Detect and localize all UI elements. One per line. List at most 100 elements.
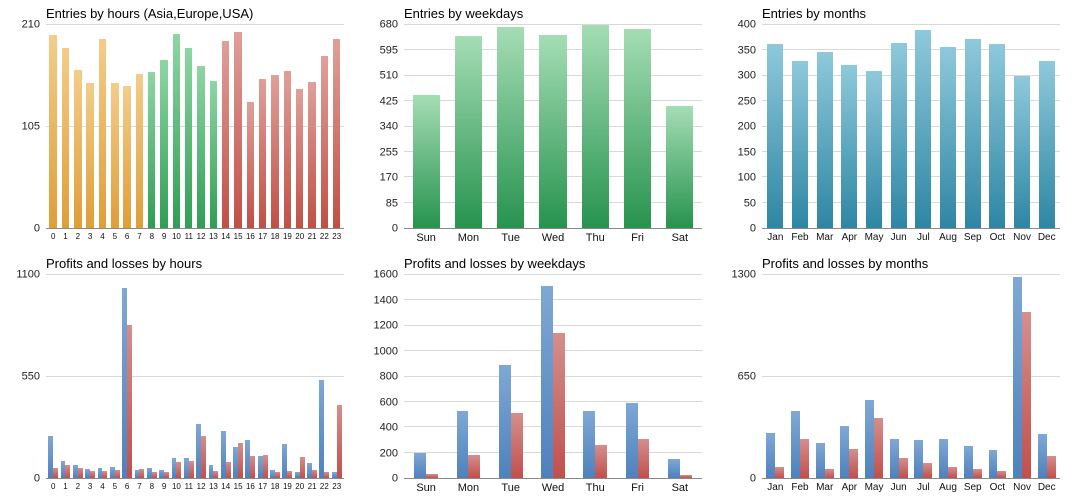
bar-slot	[84, 25, 96, 228]
bar	[233, 446, 239, 478]
bar	[972, 468, 982, 478]
x-tick-label: Dec	[1037, 232, 1056, 243]
plot-area	[404, 274, 702, 479]
chart-profits-losses-by-weekdays: Profits and losses by weekdays 0 200 400 60…	[358, 250, 716, 500]
x-tick-label: 21	[307, 482, 317, 491]
bar	[188, 461, 194, 478]
chart-title: Entries by months	[762, 6, 867, 21]
x-tick-label: 4	[100, 232, 105, 241]
gridline	[762, 201, 1060, 203]
bar-slot	[281, 275, 293, 478]
x-tick-label: 6	[124, 232, 130, 241]
bar	[1014, 75, 1030, 228]
bar	[246, 102, 255, 228]
bar	[815, 442, 825, 478]
x-tick-label: Tue	[501, 232, 520, 244]
x-tick-label: Mar	[816, 232, 834, 243]
bar-slot	[244, 275, 256, 478]
bar	[320, 55, 329, 228]
bar-slot	[47, 275, 59, 478]
bar	[1022, 312, 1031, 478]
bar-slot	[96, 25, 108, 228]
y-axis: 0 105 210	[4, 19, 46, 234]
bar-slot	[281, 25, 293, 228]
bar-slot	[788, 275, 813, 478]
bar-slot	[306, 275, 318, 478]
y-tick-label: 200	[379, 447, 398, 459]
bar	[85, 468, 91, 478]
x-tick-label: Sun	[416, 232, 436, 244]
x-tick-label: May	[864, 232, 884, 243]
bar	[86, 83, 94, 228]
y-tick-label: 350	[737, 44, 756, 56]
bars-layer	[404, 275, 702, 478]
bars-layer	[404, 25, 702, 228]
bar	[581, 25, 609, 228]
bar	[624, 29, 652, 228]
bar	[766, 432, 776, 478]
x-tick-label: 17	[258, 482, 268, 491]
plot-area	[762, 274, 1060, 479]
bar	[111, 83, 119, 228]
bars-layer	[762, 275, 1060, 478]
bar-slot	[837, 25, 862, 228]
x-tick-label: 3	[87, 482, 93, 491]
plot-area	[762, 24, 1060, 229]
bar-slot	[985, 25, 1010, 228]
bar	[197, 65, 205, 228]
bar	[997, 470, 1007, 478]
bar	[964, 39, 981, 228]
x-tick-label: Thu	[585, 482, 605, 494]
y-tick-label: 1100	[16, 268, 40, 281]
bar	[510, 413, 523, 478]
bar	[963, 446, 973, 478]
bar	[259, 79, 267, 228]
y-tick-label: 255	[379, 146, 398, 158]
bar-slot	[447, 275, 489, 478]
bar	[114, 469, 120, 478]
bar-slot	[812, 275, 837, 478]
bar	[77, 467, 83, 478]
x-tick-label: Aug	[939, 482, 957, 493]
x-tick-label: Mon	[457, 482, 480, 494]
x-tick-label: 12	[196, 482, 206, 491]
y-tick-label: 200	[737, 120, 756, 133]
bar	[498, 365, 511, 478]
bar	[775, 467, 785, 478]
y-tick-label: 150	[737, 146, 756, 158]
x-tick-label: 10	[171, 232, 181, 241]
bar-slot	[405, 275, 447, 478]
bar	[90, 470, 96, 478]
bar	[890, 42, 907, 228]
bar	[874, 417, 883, 478]
x-tick-label: 22	[319, 232, 329, 241]
bar	[324, 472, 330, 478]
bar-slot	[269, 275, 281, 478]
y-tick-label: 1400	[373, 294, 398, 306]
x-tick-label: Aug	[939, 232, 957, 243]
bar	[160, 59, 168, 228]
bar	[257, 455, 263, 478]
bar-slot	[574, 275, 616, 478]
bar	[270, 469, 276, 478]
bar-slot	[244, 25, 256, 228]
y-tick-label: 0	[33, 472, 40, 485]
y-tick-label: 1300	[731, 268, 756, 281]
chart-body: 0 650 1300 Jan Feb Mar Apr May Jun Jul Aug Sep Oct N…	[720, 269, 1060, 496]
gridline	[404, 24, 702, 25]
bar	[312, 469, 317, 478]
bar-slot	[133, 275, 145, 478]
gridline	[762, 49, 1060, 51]
bar-slot	[936, 25, 961, 228]
y-tick-label: 1000	[373, 345, 398, 357]
x-tick-label: 14	[221, 482, 231, 491]
bar	[948, 467, 957, 478]
bar-slot	[183, 275, 195, 478]
x-axis: Jan Feb Mar Apr May Jun Jul Aug Sep Oct Nov Dec	[762, 479, 1060, 496]
chart-title: Profits and losses by months	[762, 256, 929, 271]
bar-slot	[84, 275, 96, 478]
chart-body: 0 550 1100 0 1 2 3 4 5 6 7 8 9 10 11 12 13 14 15 16 17 18 19 2…	[4, 269, 344, 496]
bar	[668, 458, 680, 478]
bar	[426, 474, 438, 478]
